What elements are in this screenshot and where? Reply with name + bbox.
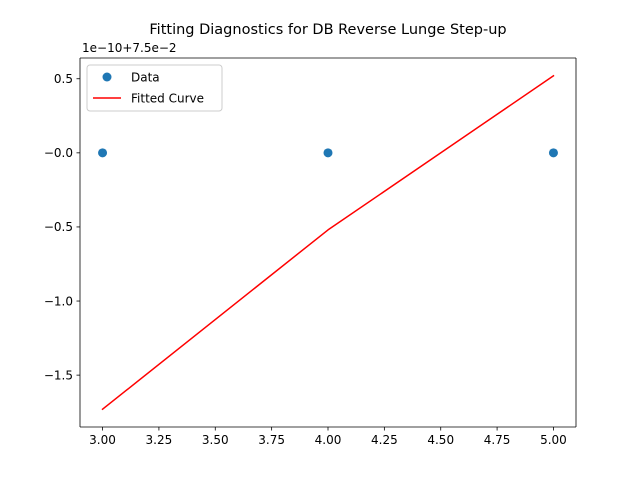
legend-entry-label: Fitted Curve	[131, 91, 204, 105]
y-tick-label: −0.0	[44, 146, 73, 160]
x-tick-label: 3.25	[146, 433, 173, 447]
x-axis: 3.00 3.25 3.50 3.75 4.00 4.25 4.50 4.75 5.00	[89, 427, 567, 447]
legend: Data Fitted Curve	[86, 64, 223, 112]
x-tick-label: 4.75	[484, 433, 511, 447]
y-axis-offset-label: 1e−10+7.5e−2	[82, 41, 177, 55]
data-point	[548, 148, 558, 158]
y-tick-label: −1.0	[44, 294, 73, 308]
x-tick-label: 3.00	[89, 433, 116, 447]
legend-entry-label: Data	[131, 70, 160, 84]
x-tick-label: 4.00	[315, 433, 342, 447]
chart-title: Fitting Diagnostics for DB Reverse Lunge…	[149, 22, 506, 38]
x-tick-label: 3.75	[258, 433, 285, 447]
x-tick-label: 5.00	[540, 433, 567, 447]
y-axis: 0.5 −0.0 −0.5 −1.0 −1.5	[44, 72, 80, 382]
y-tick-label: −1.5	[44, 368, 73, 382]
legend-marker-swatch	[102, 72, 112, 82]
y-tick-label: 0.5	[54, 72, 73, 86]
fitted-curve-line	[101, 74, 555, 411]
y-tick-label: −0.5	[44, 220, 73, 234]
data-point	[323, 148, 333, 158]
x-tick-label: 4.25	[371, 433, 398, 447]
x-tick-label: 4.50	[427, 433, 454, 447]
x-tick-label: 3.50	[202, 433, 229, 447]
legend-box	[86, 64, 223, 112]
data-point	[98, 148, 108, 158]
